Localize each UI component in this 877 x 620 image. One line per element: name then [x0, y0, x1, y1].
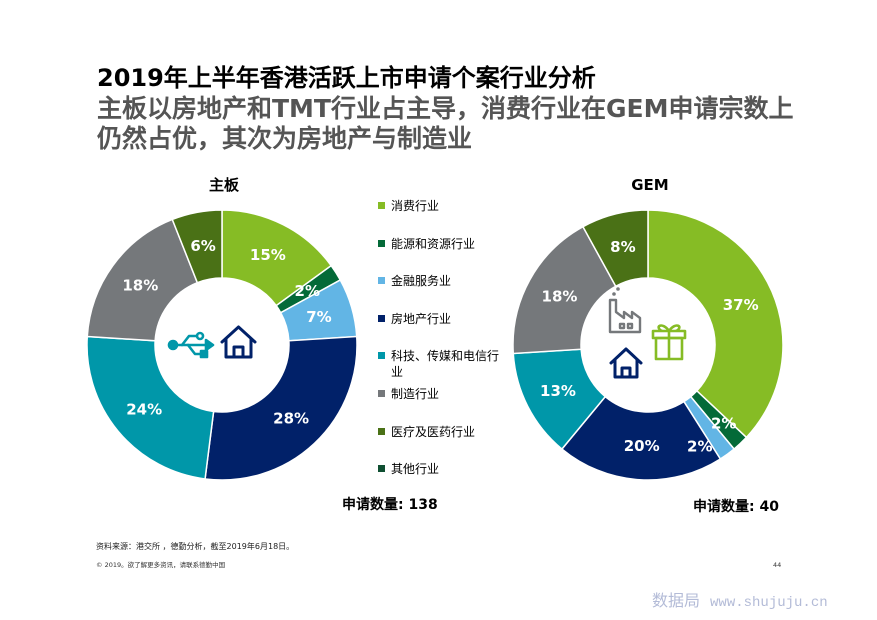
legend: 消费行业 能源和资源行业 金融服务业 房地产行业 科技、传媒和电信行业 制造行业…: [378, 198, 505, 499]
slide-subtitle: 主板以房地产和TMT行业占主导，消费行业在GEM申请宗数上 仍然占优，其次为房地…: [97, 94, 793, 154]
gem-chart-title: GEM: [631, 176, 669, 194]
data-label: 8%: [610, 238, 635, 256]
legend-item-consumer: 消费行业: [378, 198, 505, 236]
subtitle-line: 主板以房地产和TMT行业占主导，消费行业在GEM申请宗数上: [97, 94, 794, 123]
legend-item-healthcare: 医疗及医药行业: [378, 424, 505, 462]
main-board-application-count: 申请数量: 138: [342, 497, 438, 513]
legend-marker: [378, 389, 385, 397]
donut-segment: [560, 395, 722, 481]
donut-segment: [204, 335, 358, 481]
house-icon: [609, 347, 643, 379]
legend-label: 房地产行业: [391, 311, 452, 326]
copyright-note: © 2019。欲了解更多资讯，请联系德勤中国: [96, 561, 226, 569]
legend-marker: [378, 352, 385, 360]
donut-segments: [86, 209, 358, 481]
data-label: 6%: [190, 237, 215, 255]
donut-data-labels: 15% 2% 7% 28% 24% 18% 6%: [122, 237, 331, 428]
legend-marker: [378, 239, 385, 247]
gem-donut: 37% 2% 2% 20% 13% 18% 8%: [512, 209, 784, 481]
donut-segments: [512, 209, 784, 481]
legend-item-tmt: 科技、传媒和电信行业: [378, 348, 505, 386]
legend-marker: [378, 427, 385, 435]
data-label: 15%: [250, 246, 286, 264]
gem-application-count: 申请数量: 40: [693, 499, 779, 515]
legend-marker: [378, 465, 385, 473]
slide-title: 2019年上半年香港活跃上市申请个案行业分析: [97, 64, 596, 92]
data-label: 2%: [711, 414, 736, 432]
legend-item-energy-resources: 能源和资源行业: [378, 236, 505, 274]
legend-marker: [378, 277, 385, 285]
factory-icon: [608, 287, 642, 334]
donut-data-labels: 37% 2% 2% 20% 13% 18% 8%: [540, 238, 759, 455]
donut-segment: [647, 209, 784, 439]
usb-icon: [167, 331, 215, 359]
legend-item-manufacturing: 制造行业: [378, 386, 505, 424]
source-note: 资料来源：港交所 ，德勤分析，截至2019年6月18日。: [96, 542, 295, 551]
legend-marker: [378, 314, 385, 322]
legend-item-financial-services: 金融服务业: [378, 273, 505, 311]
legend-item-other: 其他行业: [378, 461, 505, 499]
legend-item-real-estate: 房地产行业: [378, 311, 505, 349]
donut-segment: [581, 209, 649, 288]
house-icon: [220, 325, 257, 359]
data-label: 37%: [723, 296, 759, 314]
watermark: 数据局 www.shujuju.cn: [652, 587, 828, 611]
data-label: 7%: [306, 308, 331, 326]
legend-label: 科技、传媒和电信行业: [391, 349, 500, 380]
legend-label: 金融服务业: [391, 274, 452, 289]
legend-label: 其他行业: [391, 462, 440, 477]
donut-segment: [86, 335, 215, 480]
watermark-url: www.shujuju.cn: [710, 595, 828, 611]
data-label: 28%: [273, 410, 309, 428]
data-label: 2%: [687, 438, 712, 456]
legend-marker: [378, 202, 385, 209]
data-label: 2%: [295, 282, 320, 300]
data-label: 13%: [540, 382, 576, 400]
subtitle-line: 仍然占优，其次为房地产与制造业: [97, 124, 473, 153]
donut-segment: [171, 209, 223, 284]
legend-label: 能源和资源行业: [391, 236, 476, 251]
main-board-chart-title: 主板: [208, 176, 239, 194]
gift-icon: [651, 324, 687, 361]
legend-label: 医疗及医药行业: [391, 424, 476, 439]
legend-label: 消费行业: [391, 199, 440, 213]
legend-label: 制造行业: [391, 386, 440, 401]
page-number: 44: [773, 561, 782, 569]
watermark-name: 数据局: [652, 591, 701, 610]
main-board-donut: 15% 2% 7% 28% 24% 18% 6%: [86, 209, 358, 481]
data-label: 24%: [126, 400, 162, 418]
data-label: 20%: [624, 437, 660, 455]
data-label: 18%: [542, 287, 578, 305]
data-label: 18%: [122, 277, 158, 295]
